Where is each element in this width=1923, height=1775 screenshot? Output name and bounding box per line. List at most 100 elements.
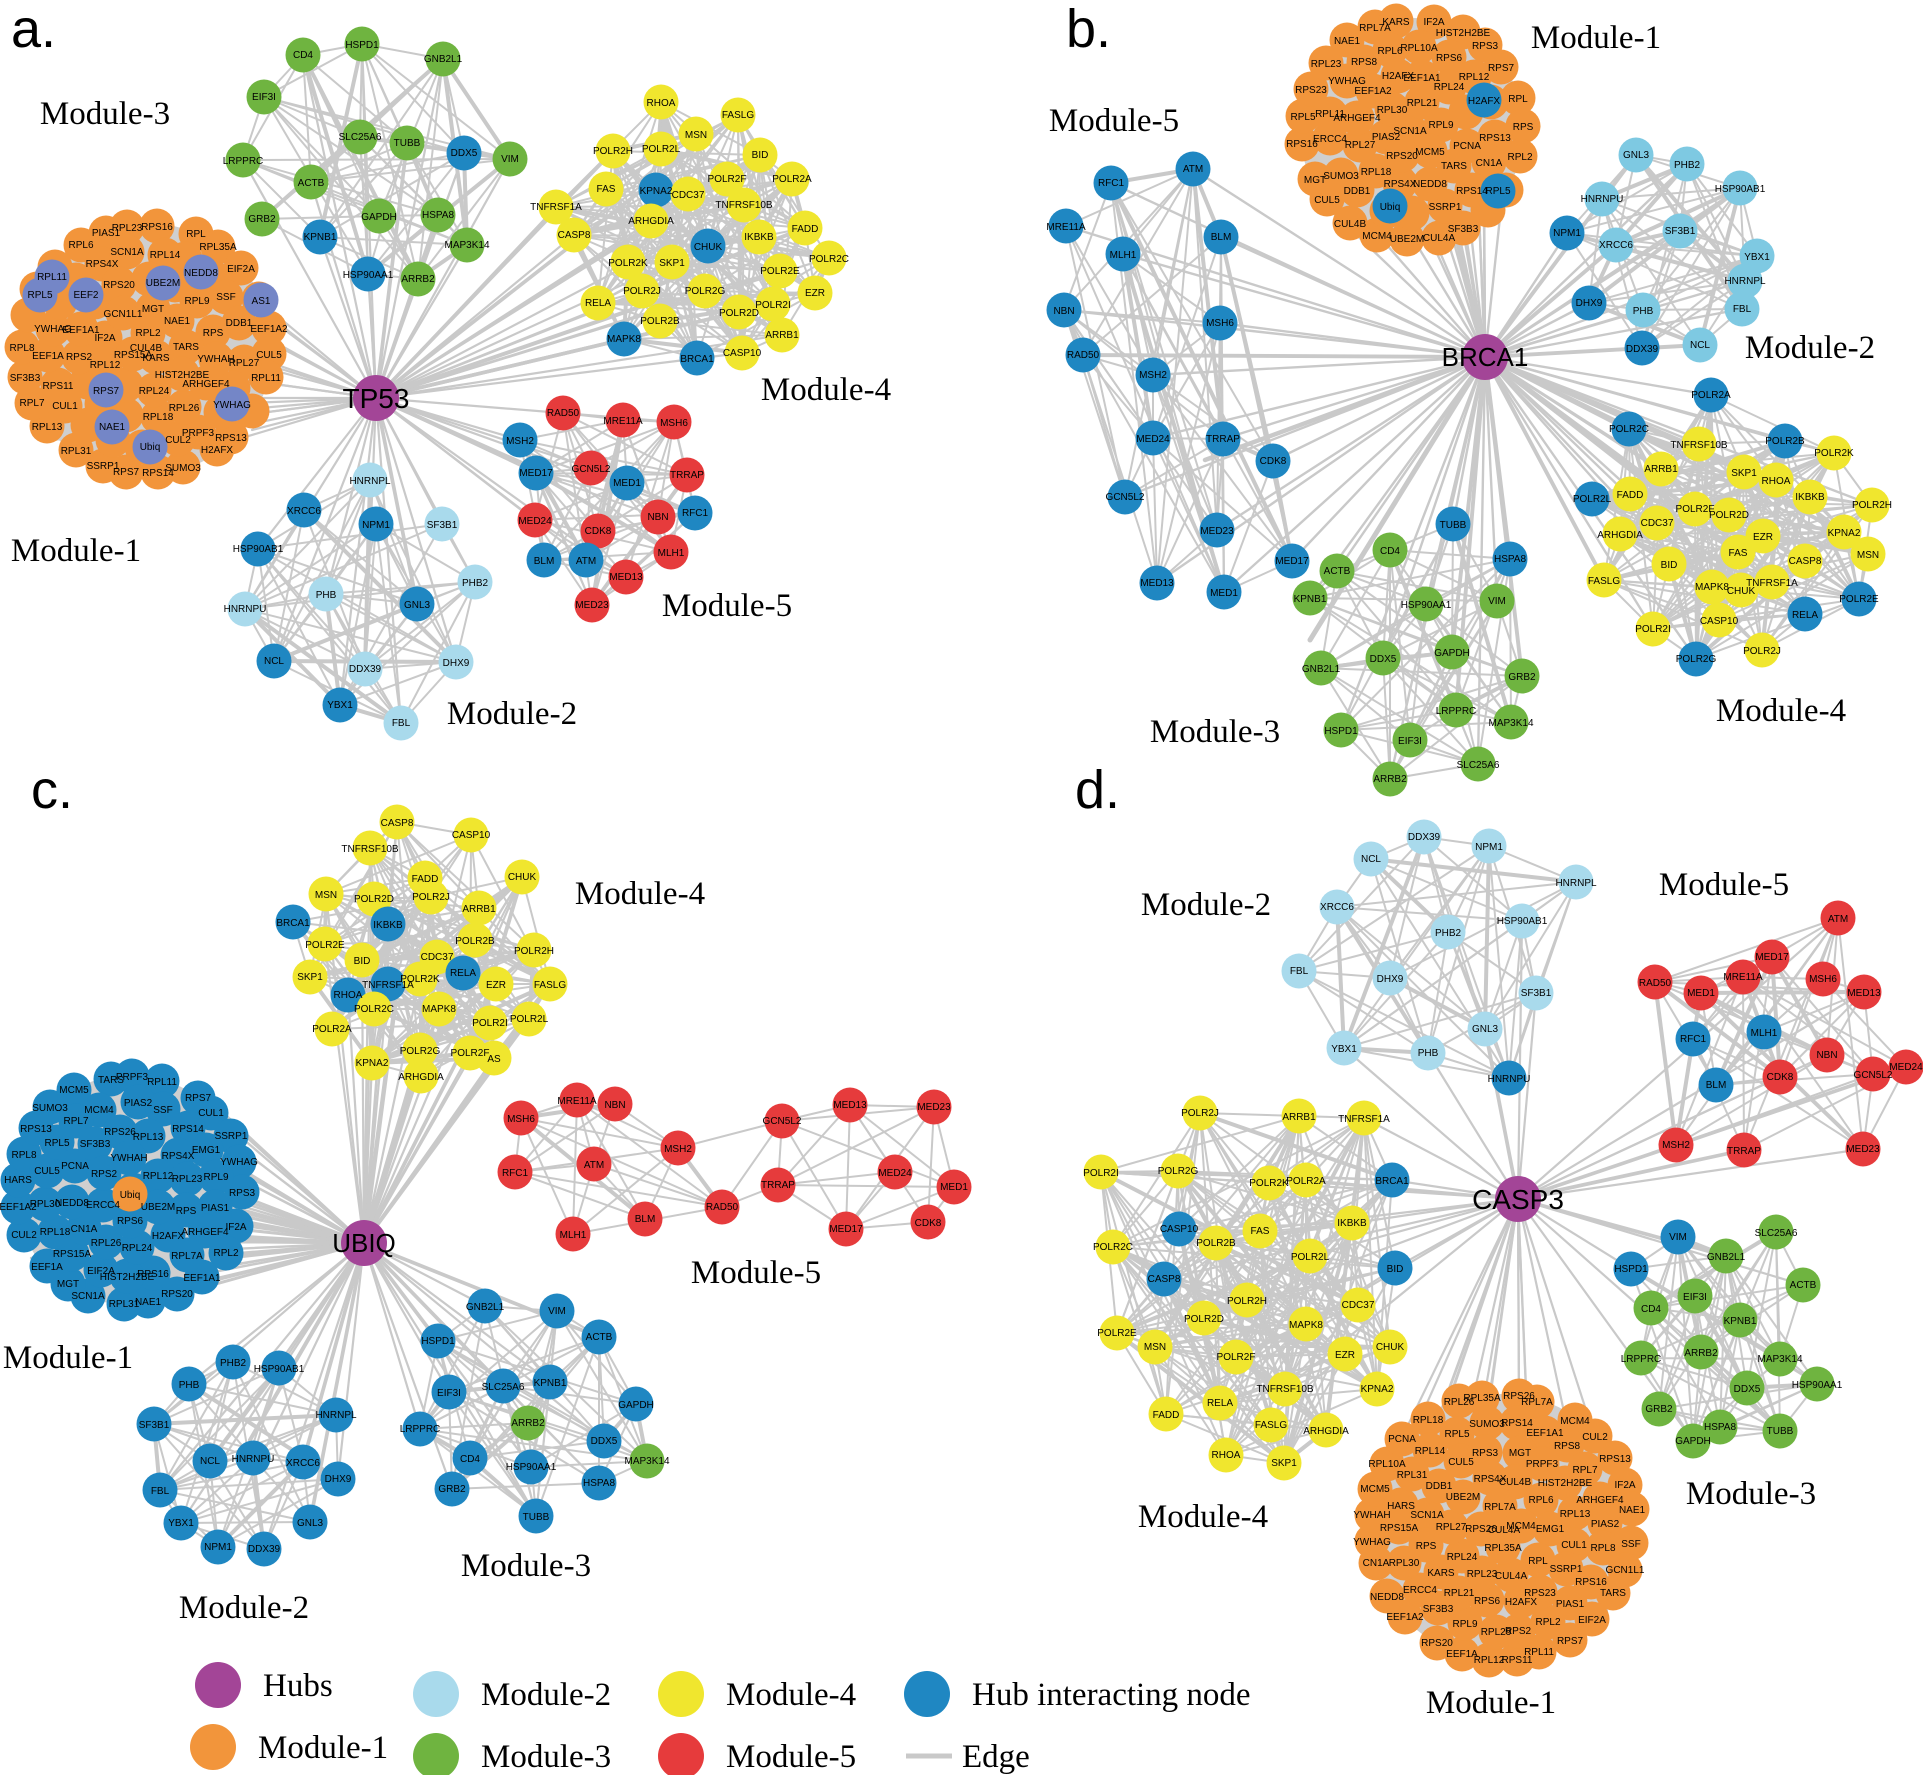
svg-text:GNB2L1: GNB2L1 (1302, 664, 1341, 675)
svg-text:d.: d. (1075, 760, 1120, 820)
svg-text:Edge: Edge (962, 1739, 1030, 1775)
svg-text:CASP10: CASP10 (723, 348, 762, 359)
svg-text:RPL10A: RPL10A (1368, 1459, 1406, 1470)
svg-text:MAP3K14: MAP3K14 (624, 1456, 669, 1467)
svg-text:HNRNPL: HNRNPL (1724, 276, 1766, 287)
svg-text:MSH2: MSH2 (1662, 1140, 1690, 1151)
svg-text:YBX1: YBX1 (327, 700, 353, 711)
svg-text:MSH6: MSH6 (1809, 974, 1837, 985)
svg-text:RPL7A: RPL7A (1484, 1502, 1516, 1513)
svg-text:POLR2D: POLR2D (1709, 510, 1749, 521)
svg-text:SSF: SSF (153, 1105, 172, 1116)
svg-text:BLM: BLM (1211, 232, 1232, 243)
svg-text:PIAS1: PIAS1 (92, 228, 121, 239)
svg-text:RPL11: RPL11 (37, 272, 67, 283)
svg-text:CASP8: CASP8 (1789, 556, 1822, 567)
svg-text:BLM: BLM (534, 556, 555, 567)
svg-text:IKBKB: IKBKB (1795, 492, 1825, 503)
svg-text:Module-3: Module-3 (1686, 1476, 1816, 1512)
svg-text:RPS7: RPS7 (113, 467, 140, 478)
svg-text:TRRAP: TRRAP (1727, 1146, 1761, 1157)
svg-text:NEDD8: NEDD8 (1370, 1592, 1404, 1603)
svg-text:FBL: FBL (1733, 304, 1752, 315)
svg-text:ATM: ATM (584, 1160, 604, 1171)
svg-text:SCN1A: SCN1A (71, 1291, 105, 1302)
svg-text:CUL5: CUL5 (256, 350, 282, 361)
svg-text:FADD: FADD (412, 874, 439, 885)
svg-text:POLR2G: POLR2G (1676, 654, 1717, 665)
svg-text:RPL13: RPL13 (1560, 1509, 1591, 1520)
svg-text:EEF1A1: EEF1A1 (1526, 1428, 1564, 1439)
svg-text:NBN: NBN (1816, 1050, 1837, 1061)
svg-text:TARS: TARS (98, 1075, 124, 1086)
svg-text:MED17: MED17 (1275, 556, 1309, 567)
svg-text:CUL2: CUL2 (165, 435, 191, 446)
svg-text:RPS7: RPS7 (1488, 63, 1515, 74)
svg-text:MRE11A: MRE11A (1723, 972, 1763, 983)
svg-text:TNFRSF10B: TNFRSF10B (1256, 1384, 1314, 1395)
svg-text:RPL: RPL (1508, 94, 1528, 105)
svg-text:BID: BID (1661, 560, 1678, 571)
svg-text:MAP3K14: MAP3K14 (444, 240, 489, 251)
svg-text:DHX9: DHX9 (1576, 298, 1603, 309)
svg-text:KPNB1: KPNB1 (1724, 1316, 1757, 1327)
svg-text:Module-1: Module-1 (3, 1340, 133, 1376)
svg-text:KPNA2: KPNA2 (1361, 1384, 1394, 1395)
svg-text:POLR2F: POLR2F (708, 174, 747, 185)
svg-text:Module-1: Module-1 (258, 1730, 388, 1766)
svg-text:EEF1A: EEF1A (31, 1262, 63, 1273)
svg-text:HSP90AA1: HSP90AA1 (1401, 600, 1452, 611)
svg-text:TUBB: TUBB (1440, 520, 1467, 531)
svg-text:RPL30: RPL30 (1377, 105, 1408, 116)
svg-text:SUMO3: SUMO3 (32, 1103, 68, 1114)
svg-text:YBX1: YBX1 (1331, 1044, 1357, 1055)
svg-text:Module-3: Module-3 (481, 1739, 611, 1775)
svg-text:RPS26: RPS26 (1503, 1391, 1535, 1402)
svg-text:RPL27: RPL27 (229, 358, 260, 369)
svg-text:RPL9: RPL9 (184, 296, 209, 307)
svg-text:POLR2D: POLR2D (1184, 1314, 1224, 1325)
svg-text:H2AFX: H2AFX (1468, 96, 1501, 107)
svg-text:FAS: FAS (1729, 548, 1748, 559)
svg-text:RPL5: RPL5 (44, 1138, 69, 1149)
svg-text:RPL11: RPL11 (1315, 109, 1345, 120)
svg-text:RPL35A: RPL35A (1484, 1543, 1522, 1554)
svg-text:HSPA8: HSPA8 (422, 210, 454, 221)
svg-text:ACTB: ACTB (586, 1332, 613, 1343)
svg-text:TNFRSF1A: TNFRSF1A (1338, 1114, 1390, 1125)
svg-text:SKP1: SKP1 (1731, 468, 1757, 479)
svg-text:RPL24: RPL24 (1447, 1552, 1478, 1563)
svg-text:RPS2: RPS2 (91, 1169, 118, 1180)
svg-text:EZR: EZR (486, 980, 506, 991)
svg-text:RAD50: RAD50 (706, 1202, 739, 1213)
svg-text:GAPDH: GAPDH (618, 1400, 654, 1411)
svg-text:UBE2M: UBE2M (1390, 234, 1424, 245)
svg-text:Module-4: Module-4 (726, 1677, 856, 1713)
svg-text:CUL1: CUL1 (198, 1108, 224, 1119)
svg-text:POLR2I: POLR2I (1083, 1168, 1119, 1179)
svg-text:RPL21: RPL21 (1444, 1588, 1475, 1599)
svg-text:CUL5: CUL5 (1448, 1457, 1474, 1468)
svg-text:TNFRSF1A: TNFRSF1A (362, 980, 414, 991)
svg-text:MAP3K14: MAP3K14 (1757, 1354, 1802, 1365)
svg-text:RPL18: RPL18 (143, 412, 174, 423)
svg-text:DHX9: DHX9 (325, 1474, 352, 1485)
svg-text:KARS: KARS (1427, 1568, 1455, 1579)
svg-text:DHX9: DHX9 (443, 658, 470, 669)
svg-text:MSN: MSN (315, 890, 337, 901)
svg-text:RPL6: RPL6 (1528, 1495, 1553, 1506)
svg-text:POLR2D: POLR2D (354, 894, 394, 905)
svg-text:YWHAH: YWHAH (197, 354, 234, 365)
svg-text:SUMO3: SUMO3 (165, 463, 201, 474)
svg-text:PRPF3: PRPF3 (182, 428, 215, 439)
svg-text:HSPA8: HSPA8 (1704, 1422, 1736, 1433)
svg-text:RPL7: RPL7 (1572, 1465, 1597, 1476)
svg-text:MED23: MED23 (1846, 1144, 1880, 1155)
svg-text:CASP8: CASP8 (1148, 1274, 1181, 1285)
svg-text:NBN: NBN (1053, 306, 1074, 317)
svg-text:RPS13: RPS13 (1479, 133, 1511, 144)
svg-text:BLM: BLM (1706, 1080, 1727, 1091)
svg-text:RHOA: RHOA (1762, 476, 1791, 487)
svg-text:SSRP1: SSRP1 (87, 461, 120, 472)
svg-text:RHOA: RHOA (647, 98, 676, 109)
